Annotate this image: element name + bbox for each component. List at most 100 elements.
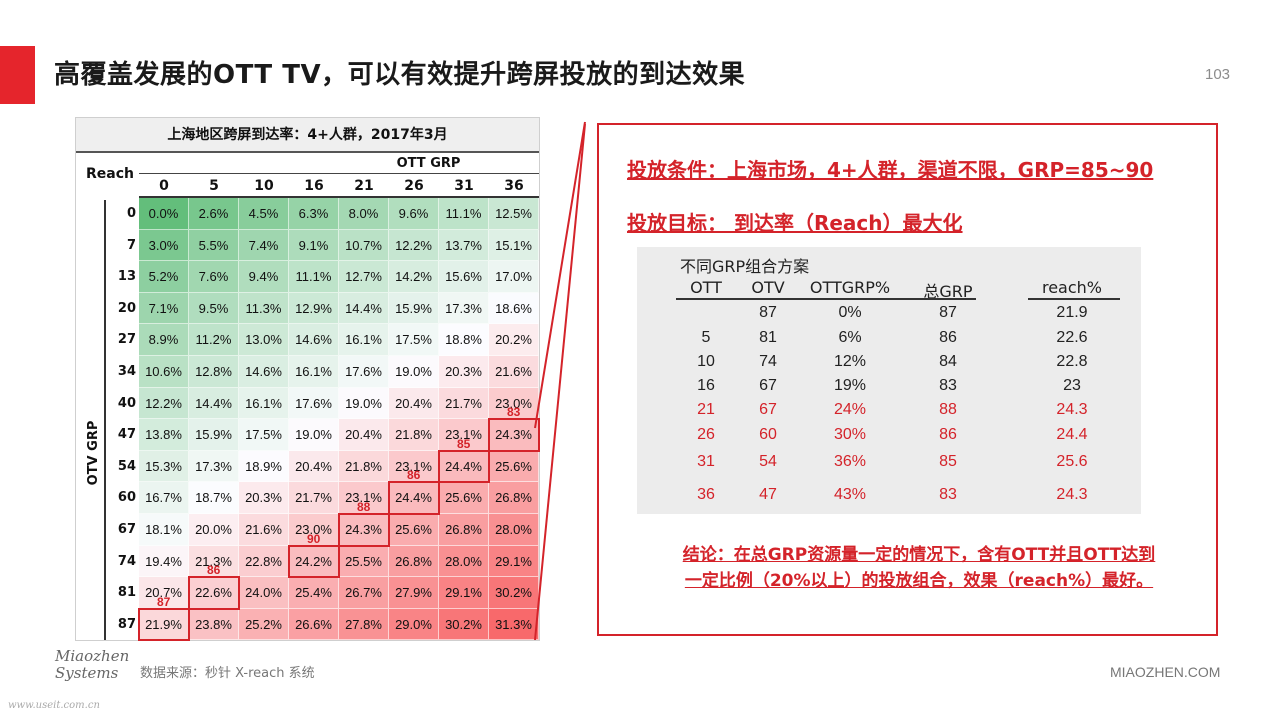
combo-header-rule <box>1028 298 1120 300</box>
reach-cell: 6.3% <box>289 198 339 230</box>
highlight-box <box>388 481 440 515</box>
combo-cell-otv: 47 <box>759 486 777 503</box>
reach-cell: 12.2% <box>389 229 439 262</box>
reach-cell: 16.7% <box>139 482 189 514</box>
otv-grp-row-header: 87 <box>117 616 136 632</box>
combo-col-header: OTV <box>751 278 785 297</box>
highlight-box <box>488 418 540 452</box>
reach-cell: 29.1% <box>439 577 489 609</box>
reach-cell: 7.4% <box>239 229 289 262</box>
reach-cell: 14.6% <box>289 324 339 356</box>
highlight-box <box>438 449 490 484</box>
reach-heatmap: 上海地区跨屏到达率：4+人群，2017年3月 Reach OTT GRP OTV… <box>75 117 540 642</box>
highlight-total-grp: 83 <box>507 405 521 420</box>
reach-cell: 20.2% <box>489 324 539 356</box>
combo-cell-reach: 21.9 <box>1056 304 1088 321</box>
reach-cell: 9.1% <box>289 229 339 262</box>
otv-grp-row-header: 7 <box>126 237 136 253</box>
otv-grp-row-header: 0 <box>126 206 136 221</box>
combo-cell-otv: 74 <box>759 353 777 370</box>
reach-cell: 28.0% <box>439 545 489 578</box>
reach-cell: 25.2% <box>239 608 289 641</box>
reach-cell: 17.5% <box>389 324 439 356</box>
reach-cell: 21.8% <box>389 419 439 451</box>
reach-cell: 17.6% <box>339 356 389 388</box>
combo-header-rule <box>676 298 976 300</box>
grp-combo-table <box>637 247 1141 514</box>
combo-cell-otv: 81 <box>759 329 777 346</box>
page-number: 103 <box>1205 66 1231 83</box>
combo-col-header: OTTGRP% <box>809 278 891 297</box>
reach-cell: 20.3% <box>439 356 489 388</box>
analysis-panel <box>597 123 1218 636</box>
reach-cell: 18.1% <box>139 514 189 546</box>
combo-col-header: OTT <box>690 278 722 297</box>
combo-cell-pct: 43% <box>833 486 867 503</box>
reach-cell: 21.6% <box>239 514 289 546</box>
highlight-box <box>288 544 340 579</box>
combo-cell-otv: 87 <box>759 304 777 321</box>
reach-cell: 15.6% <box>439 261 489 293</box>
combo-cell-total: 83 <box>939 377 957 394</box>
reach-cell: 21.7% <box>439 387 489 420</box>
combo-cell-total: 85 <box>939 453 957 470</box>
reach-cell: 23.1% <box>339 482 389 514</box>
combo-cell-ott: 16 <box>697 377 715 394</box>
otv-grp-row-header: 40 <box>117 395 136 411</box>
reach-cell: 8.0% <box>339 198 389 230</box>
ott-grp-col-header: 0 <box>159 178 169 194</box>
reach-cell: 19.0% <box>289 419 339 451</box>
combo-col-header: 总GRP <box>923 282 973 301</box>
reach-cell: 7.6% <box>189 261 239 293</box>
reach-cell: 26.8% <box>489 482 539 514</box>
slide-title: 高覆盖发展的OTT TV，可以有效提升跨屏投放的到达效果 <box>54 60 746 90</box>
combo-cell-ott: 21 <box>697 401 715 418</box>
reach-cell: 24.4% <box>439 450 489 483</box>
reach-cell: 23.1% <box>439 419 489 451</box>
highlight-box <box>188 576 240 610</box>
reach-cell: 25.6% <box>489 450 539 483</box>
ott-grp-col-header: 5 <box>209 178 219 194</box>
ott-grp-col-header: 31 <box>454 178 474 194</box>
reach-cell: 25.4% <box>289 577 339 609</box>
reach-cell: 5.5% <box>189 229 239 262</box>
reach-cell: 14.4% <box>189 387 239 420</box>
reach-cell: 17.3% <box>439 292 489 325</box>
combo-cell-total: 88 <box>939 401 957 418</box>
reach-cell: 11.2% <box>189 324 239 356</box>
logo-line-1: Miaozhen <box>55 647 130 665</box>
reach-cell: 28.0% <box>489 514 539 546</box>
combo-cell-reach: 22.8 <box>1056 353 1088 370</box>
reach-cell: 25.5% <box>339 545 389 578</box>
reach-cell: 26.8% <box>389 545 439 578</box>
combo-cell-ott: 26 <box>697 426 715 443</box>
reach-cell: 11.1% <box>439 198 489 230</box>
combo-cell-ott: 31 <box>697 453 715 470</box>
reach-cell: 0.0% <box>139 198 189 230</box>
reach-cell: 19.0% <box>339 387 389 420</box>
otv-grp-row-header: 27 <box>117 332 136 348</box>
reach-cell: 15.3% <box>139 450 189 483</box>
reach-cell: 26.8% <box>439 514 489 546</box>
reach-cell: 15.9% <box>389 292 439 325</box>
combo-cell-reach: 24.3 <box>1056 486 1088 503</box>
ott-grp-rule <box>139 173 539 174</box>
reach-cell: 9.4% <box>239 261 289 293</box>
reach-cell: 7.1% <box>139 292 189 325</box>
combo-cell-total: 83 <box>939 486 957 503</box>
combo-cell-pct: 19% <box>833 377 867 394</box>
reach-cell: 18.7% <box>189 482 239 514</box>
combo-cell-reach: 24.3 <box>1056 401 1088 418</box>
reach-cell: 11.3% <box>239 292 289 325</box>
reach-cell: 25.6% <box>439 482 489 514</box>
combo-cell-reach: 24.4 <box>1056 426 1088 443</box>
reach-cell: 20.4% <box>289 450 339 483</box>
reach-cell: 2.6% <box>189 198 239 230</box>
reach-cell: 13.0% <box>239 324 289 356</box>
combo-cell-otv: 60 <box>759 426 777 443</box>
otv-grp-row-header: 67 <box>117 522 136 537</box>
reach-cell: 15.9% <box>189 419 239 451</box>
combo-cell-ott: 10 <box>697 353 715 370</box>
reach-cell: 12.2% <box>139 387 189 420</box>
reach-cell: 27.8% <box>339 608 389 641</box>
